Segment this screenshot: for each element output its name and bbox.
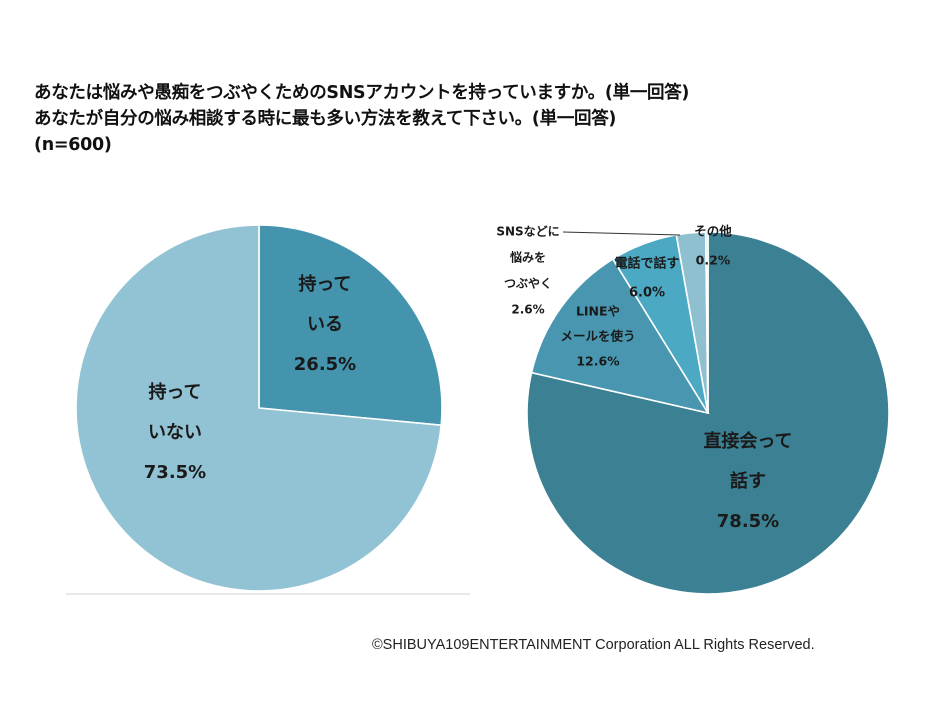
chart-title: あなたは悩みや愚痴をつぶやくためのSNSアカウントを持っていますか。(単一回答)… [34, 80, 689, 158]
slice-value-label: 6.0% [629, 286, 665, 301]
title-line-1: あなたは悩みや愚痴をつぶやくためのSNSアカウントを持っていますか。(単一回答) [34, 83, 690, 103]
slice-category-label: メールを使う [560, 329, 635, 344]
slice-value-label: 12.6% [576, 354, 620, 369]
copyright-notice: ©SHIBUYA109ENTERTAINMENT Corporation ALL… [372, 637, 815, 653]
slice-category-label: 話す [730, 470, 766, 492]
pie-slice [704, 231, 709, 414]
pie-slice [258, 224, 443, 427]
pie-slice [530, 257, 710, 415]
slice-value-label: 0.2% [696, 253, 731, 268]
slice-category-label: 悩みを [509, 250, 546, 265]
slice-category-label: その他 [694, 224, 732, 239]
slice-value-label: 2.6% [511, 303, 544, 317]
slice-category-label: いる [307, 314, 343, 335]
slice-value-label: 73.5% [144, 462, 206, 483]
pie-slice [75, 224, 443, 592]
slice-category-label: SNSなどに [496, 225, 559, 239]
slice-category-label: 持って [298, 273, 351, 295]
slice-value-label: 26.5% [294, 354, 356, 375]
slice-category-label: つぶやく [504, 277, 552, 291]
slice-category-label: 電話で話す [614, 256, 679, 272]
slice-category-label: いない [148, 422, 202, 443]
slice-category-label: LINEや [576, 304, 620, 319]
title-line-3: (n=600) [34, 135, 112, 155]
title-line-2: あなたが自分の悩み相談する時に最も多い方法を教えて下さい。(単一回答) [34, 109, 617, 129]
leader-line [562, 231, 681, 236]
slice-category-label: 持って [148, 381, 201, 403]
slice-category-label: 直接会って [703, 430, 792, 452]
slice-value-label: 78.5% [717, 511, 779, 532]
